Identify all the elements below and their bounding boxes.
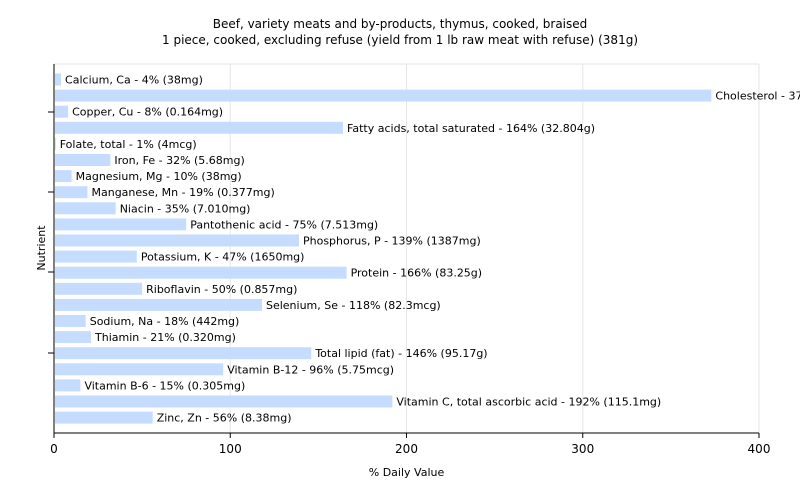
bar-label: Magnesium, Mg - 10% (38mg): [76, 170, 242, 183]
grid-lines: [54, 63, 760, 433]
bar: [55, 234, 299, 247]
bar: [55, 395, 393, 408]
x-tick-label: 0: [50, 442, 58, 456]
chart-title: Beef, variety meats and by-products, thy…: [212, 17, 588, 31]
bar: [55, 363, 224, 376]
bars: Calcium, Ca - 4% (38mg) Cholesterol - 373…: [55, 73, 800, 425]
bar: [55, 250, 137, 263]
bar: [55, 154, 111, 166]
x-tick-label: 300: [571, 442, 594, 456]
bar: [55, 89, 712, 102]
bar-label: Potassium, K - 47% (1650mg): [141, 251, 305, 264]
bar: [55, 347, 312, 360]
axes: 0 100 200 300 400: [48, 64, 770, 456]
bar-label: Vitamin B-6 - 15% (0.305mg): [84, 379, 245, 392]
bar: [55, 298, 262, 311]
bar-label: Protein - 166% (83.25g): [351, 267, 483, 280]
bar-label: Calcium, Ca - 4% (38mg): [65, 74, 203, 87]
chart-subtitle: 1 piece, cooked, excluding refuse (yield…: [162, 33, 638, 47]
bar-label: Iron, Fe - 32% (5.68mg): [114, 154, 244, 167]
bar-label: Vitamin C, total ascorbic acid - 192% (1…: [396, 396, 661, 409]
bar: [55, 379, 81, 392]
bar-label: Cholesterol - 373% (1120mg): [715, 90, 800, 103]
bar: [55, 170, 72, 183]
bar: [55, 105, 69, 118]
y-axis-title: Nutrient: [35, 225, 48, 271]
bar: [55, 218, 187, 231]
bar-label: Selenium, Se - 118% (82.3mcg): [266, 299, 441, 312]
bar-label: Zinc, Zn - 56% (8.38mg): [157, 412, 292, 425]
bar: [55, 121, 344, 134]
bar-label: Folate, total - 1% (4mcg): [60, 138, 197, 151]
chart-title-block: Beef, variety meats and by-products, thy…: [0, 16, 800, 48]
bar-label: Sodium, Na - 18% (442mg): [90, 315, 240, 328]
x-tick-label: 400: [748, 442, 771, 456]
bar: [55, 315, 86, 327]
bar-label: Vitamin B-12 - 96% (5.75mcg): [227, 363, 394, 376]
bar-label: Thiamin - 21% (0.320mg): [94, 331, 236, 344]
x-tick-label: 100: [219, 442, 242, 456]
bar: [55, 186, 88, 199]
bar-label: Total lipid (fat) - 146% (95.17g): [314, 347, 487, 360]
bar-label: Niacin - 35% (7.010mg): [120, 202, 251, 215]
bar: [55, 73, 62, 86]
bar: [55, 282, 143, 295]
bar-label: Copper, Cu - 8% (0.164mg): [72, 106, 223, 119]
bar-label: Pantothenic acid - 75% (7.513mg): [190, 218, 378, 231]
bar: [55, 137, 56, 150]
x-axis-title: % Daily Value: [369, 466, 445, 479]
bar: [55, 411, 153, 424]
x-tick-label: 200: [395, 442, 418, 456]
bar-label: Phosphorus, P - 139% (1387mg): [303, 235, 481, 248]
bar: [55, 266, 347, 279]
bar-label: Manganese, Mn - 19% (0.377mg): [91, 186, 274, 199]
bar: [55, 331, 92, 344]
bar: [55, 202, 116, 215]
bar-label: Fatty acids, total saturated - 164% (32.…: [347, 122, 595, 135]
bar-label: Riboflavin - 50% (0.857mg): [146, 283, 297, 296]
